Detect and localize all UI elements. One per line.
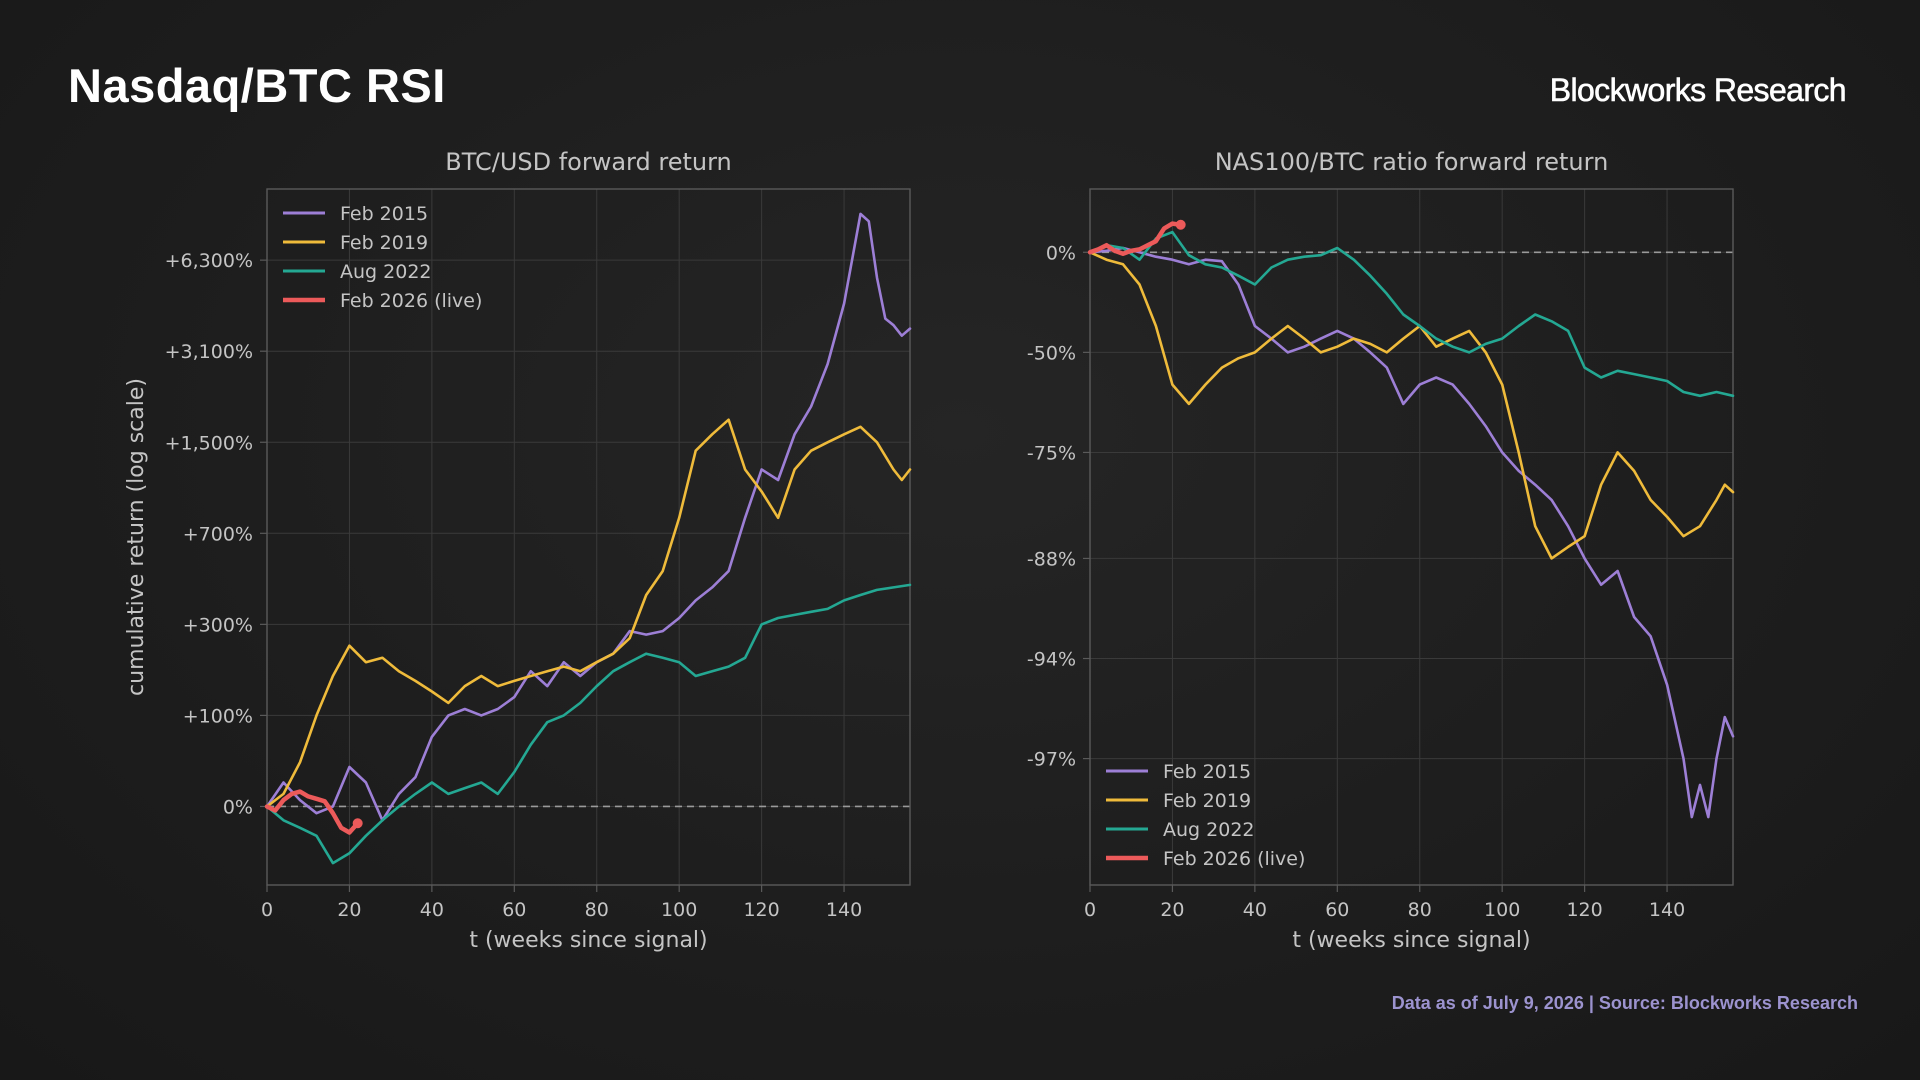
legend-label-feb2019: Feb 2019 — [1163, 790, 1251, 812]
legend-label-feb2015: Feb 2015 — [1163, 761, 1251, 783]
y-tick-label: -97% — [1027, 749, 1076, 771]
legend-label-feb2019: Feb 2019 — [340, 232, 428, 254]
btc-usd-panel: 0 20 40 60 80 100 120 140 0% +100% +300% +700% +1,50… — [124, 148, 912, 953]
y-tick-label: -50% — [1027, 342, 1076, 364]
y-tick-label: +6,300% — [165, 250, 253, 272]
y-tick-label: -88% — [1027, 548, 1076, 570]
legend-label-feb2026: Feb 2026 (live) — [1163, 848, 1305, 870]
plot-frame — [1089, 188, 1734, 886]
y-tick-label: -75% — [1027, 442, 1076, 464]
series-line-feb2019 — [1088, 251, 1735, 560]
live-marker-feb2026 — [352, 818, 363, 829]
x-tick-label: 100 — [661, 899, 697, 921]
x-tick-label: 40 — [420, 899, 444, 921]
source-footnote: Data as of July 9, 2026 | Source: Blockw… — [1391, 993, 1858, 1013]
y-tick-label: 0% — [223, 796, 253, 818]
x-tick-label: 0 — [261, 899, 273, 921]
brand-logo: Blockworks Research — [1549, 72, 1846, 109]
y-tick-label: +1,500% — [165, 432, 253, 454]
series-line-feb2015 — [1088, 246, 1735, 819]
y-tick-label: +300% — [183, 614, 253, 636]
page-title: Nasdaq/BTC RSI — [68, 59, 446, 112]
legend-label-aug2022: Aug 2022 — [340, 261, 432, 283]
legend-label-feb2015: Feb 2015 — [340, 203, 428, 225]
y-tick-label: +700% — [183, 523, 253, 545]
x-tick-label: 0 — [1084, 899, 1096, 921]
x-tick-label: 60 — [502, 899, 526, 921]
chart-title: BTC/USD forward return — [445, 148, 732, 176]
series-line-feb2026 — [264, 789, 360, 835]
y-tick-label: 0% — [1046, 242, 1076, 264]
x-tick-label: 80 — [1408, 899, 1432, 921]
legend-label-feb2026: Feb 2026 (live) — [340, 290, 482, 312]
x-tick-label: 140 — [826, 899, 862, 921]
nas-btc-ratio-panel: 0 20 40 60 80 100 120 140 0% -50% -75% -88% -94% -97%… — [1027, 148, 1735, 953]
y-axis-label: cumulative return (log scale) — [124, 378, 149, 696]
y-tick-label: +3,100% — [165, 341, 253, 363]
x-axis-label: t (weeks since signal) — [469, 928, 707, 953]
legend-label-aug2022: Aug 2022 — [1163, 819, 1255, 841]
x-tick-label: 140 — [1649, 899, 1685, 921]
x-tick-label: 120 — [743, 899, 779, 921]
y-tick-label: -94% — [1027, 649, 1076, 671]
plot-frame — [266, 188, 911, 886]
x-tick-label: 40 — [1243, 899, 1267, 921]
x-axis-label: t (weeks since signal) — [1292, 928, 1530, 953]
series-line-aug2022 — [265, 583, 912, 865]
chart-title: NAS100/BTC ratio forward return — [1215, 148, 1609, 176]
y-tick-label: +100% — [183, 705, 253, 727]
series-line-feb2026 — [1087, 221, 1183, 256]
series-line-aug2022 — [1088, 230, 1735, 398]
series-line-feb2019 — [265, 418, 912, 808]
x-tick-label: 20 — [337, 899, 361, 921]
x-tick-label: 20 — [1160, 899, 1184, 921]
x-tick-label: 80 — [585, 899, 609, 921]
x-tick-label: 120 — [1566, 899, 1602, 921]
live-marker-feb2026 — [1175, 219, 1186, 230]
x-tick-label: 60 — [1325, 899, 1349, 921]
x-tick-label: 100 — [1484, 899, 1520, 921]
